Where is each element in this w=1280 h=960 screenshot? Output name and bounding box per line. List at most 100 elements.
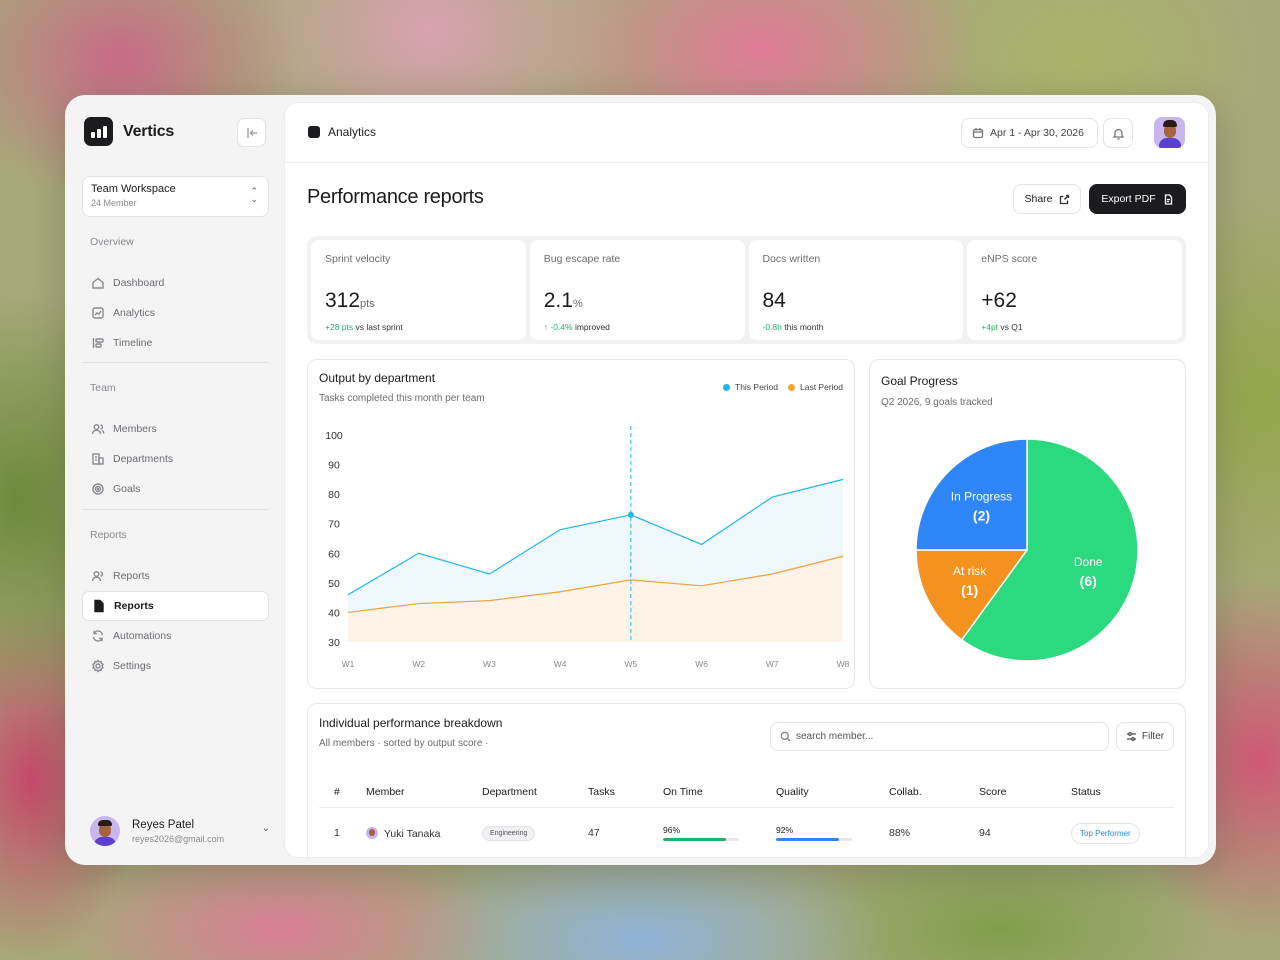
pie-label: At risk [953,564,987,578]
pie-label: Done [1074,555,1103,569]
y-tick-label: 60 [328,548,340,560]
chart-legend: This Period Last Period [723,382,843,392]
breadcrumb-label: Analytics [328,125,377,139]
export-label: Export PDF [1101,193,1156,205]
avatar [90,816,120,846]
collapse-sidebar-button[interactable] [237,118,266,147]
status-badge: Top Performer [1071,822,1140,844]
date-range-picker[interactable]: Apr 1 - Apr 30, 2026 [961,118,1098,148]
cell-status: Top Performer [1071,807,1174,857]
sidebar-item-dashboard[interactable]: Dashboard [82,268,269,298]
nav-overview: Overview Dashboard Analytics Timeline [82,236,269,358]
y-tick-label: 40 [328,607,340,619]
sidebar-item-departments[interactable]: Departments [82,444,269,474]
main-panel: Analytics Apr 1 - Apr 30, 2026 Performan… [284,102,1209,858]
kpi-card-sprint-velocity: Sprint velocity 312pts +28 pts vs last s… [311,240,526,340]
kpi-delta-note: vs Q1 [1000,322,1023,332]
kpi-value: 84 [763,289,786,313]
series-area-last-period [348,556,843,642]
table-subtitle: All members · sorted by output score · [319,738,489,749]
kpi-delta: ↑ -0.4% improved [544,322,610,332]
sidebar-item-label: Departments [113,453,174,465]
building-icon [92,453,104,465]
kpi-delta-note: this month [784,322,824,332]
document-icon [94,599,104,613]
column-header-department[interactable]: Department [482,777,588,808]
pie-count: (2) [973,507,990,523]
filter-icon [1126,732,1136,741]
nav-section-title: Reports [90,529,127,541]
column-header-member[interactable]: Member [366,777,482,808]
sidebar-item-goals[interactable]: Goals [82,474,269,504]
on-time-bar-fill [663,838,727,842]
x-tick-label: W8 [837,659,850,669]
user-email: reyes2026@gmail.com [132,833,225,844]
search-input[interactable] [796,731,1096,742]
performance-table-card: Individual performance breakdown All mem… [307,703,1186,857]
y-tick-label: 70 [328,519,340,531]
avatar [366,826,378,839]
legend-item-this-period: This Period [723,382,778,392]
cell-member: Yuki Tanaka [366,807,482,857]
member-search[interactable] [770,722,1109,751]
table-header-row: # Member Department Tasks On Time Qualit… [319,777,1174,808]
x-tick-label: W4 [554,659,567,669]
quality-value: 92% [776,825,794,836]
column-header-quality[interactable]: Quality [776,777,889,808]
kpi-delta: +4pt vs Q1 [981,322,1022,332]
sidebar-item-members[interactable]: Members [82,414,269,444]
kpi-unit: pts [360,298,375,310]
app-name: Vertics [123,122,175,140]
workspace-name: Team Workspace [91,183,176,195]
user-profile-menu[interactable]: Reyes Patel reyes2026@gmail.com ⌄ [90,815,270,847]
kpi-label: Docs written [762,253,821,265]
cell-tasks: 47 [588,827,600,840]
sidebar-item-reports[interactable]: Reports [82,591,269,621]
collapse-icon [246,127,257,138]
output-chart-card: Output by department Tasks completed thi… [307,359,855,689]
column-header-score[interactable]: Score [979,777,1071,808]
on-time-bar [663,838,739,842]
goal-pie-chart: Done (6) At risk (1) In Progress (2) [915,438,1139,662]
sidebar-item-label: Members [113,423,157,435]
pie-slice-done [960,438,1139,662]
kpi-card-enps-score: eNPS score +62 +4pt vs Q1 [967,240,1182,340]
kpi-row: Sprint velocity 312pts +28 pts vs last s… [307,236,1186,344]
calendar-icon [972,128,984,139]
export-pdf-button[interactable]: Export PDF [1089,184,1186,214]
gear-icon [92,659,104,673]
cell-quality: 92% [776,807,889,857]
bell-icon [1111,128,1125,140]
kpi-label: Bug escape rate [543,253,621,265]
share-button[interactable]: Share [1013,184,1081,214]
column-header-on-time[interactable]: On Time [663,777,776,808]
avatar[interactable] [1154,117,1185,148]
workspace-switcher[interactable]: Team Workspace 24 Member ⌃ ⌄ [82,176,269,217]
column-header-rank[interactable]: # [319,777,366,808]
document-icon [1164,193,1172,205]
kpi-delta-note: improved [574,322,610,332]
nav-section-title: Overview [90,236,134,248]
share-icon [1059,194,1069,204]
notifications-button[interactable] [1103,118,1133,148]
cell-rank: 1 [334,827,340,840]
brand[interactable]: Vertics [84,117,174,146]
sidebar-item-settings[interactable]: Settings [82,651,269,681]
column-header-collab[interactable]: Collab. [889,777,979,808]
sidebar-item-timeline[interactable]: Timeline [82,328,269,358]
sidebar-item-label: Automations [113,630,172,642]
x-tick-label: W7 [766,659,779,669]
sidebar-item-analytics[interactable]: Analytics [82,298,269,328]
filter-button[interactable]: Filter [1116,722,1174,751]
table-row[interactable]: 1 Yuki Tanaka Engineering 47 96% 92% 88% [319,807,1174,857]
series-line-last-period [347,555,844,614]
kpi-unit: % [572,298,583,310]
column-header-tasks[interactable]: Tasks [588,777,663,808]
kpi-value: +62 [981,289,1017,313]
column-header-status[interactable]: Status [1071,777,1174,808]
timeline-icon [92,338,104,348]
kpi-delta: -0.8h this month [763,322,824,332]
kpi-label: eNPS score [981,253,1038,265]
sidebar-item-automations[interactable]: Automations [82,621,269,651]
sidebar-item-reports-overview[interactable]: Reports [82,561,269,591]
